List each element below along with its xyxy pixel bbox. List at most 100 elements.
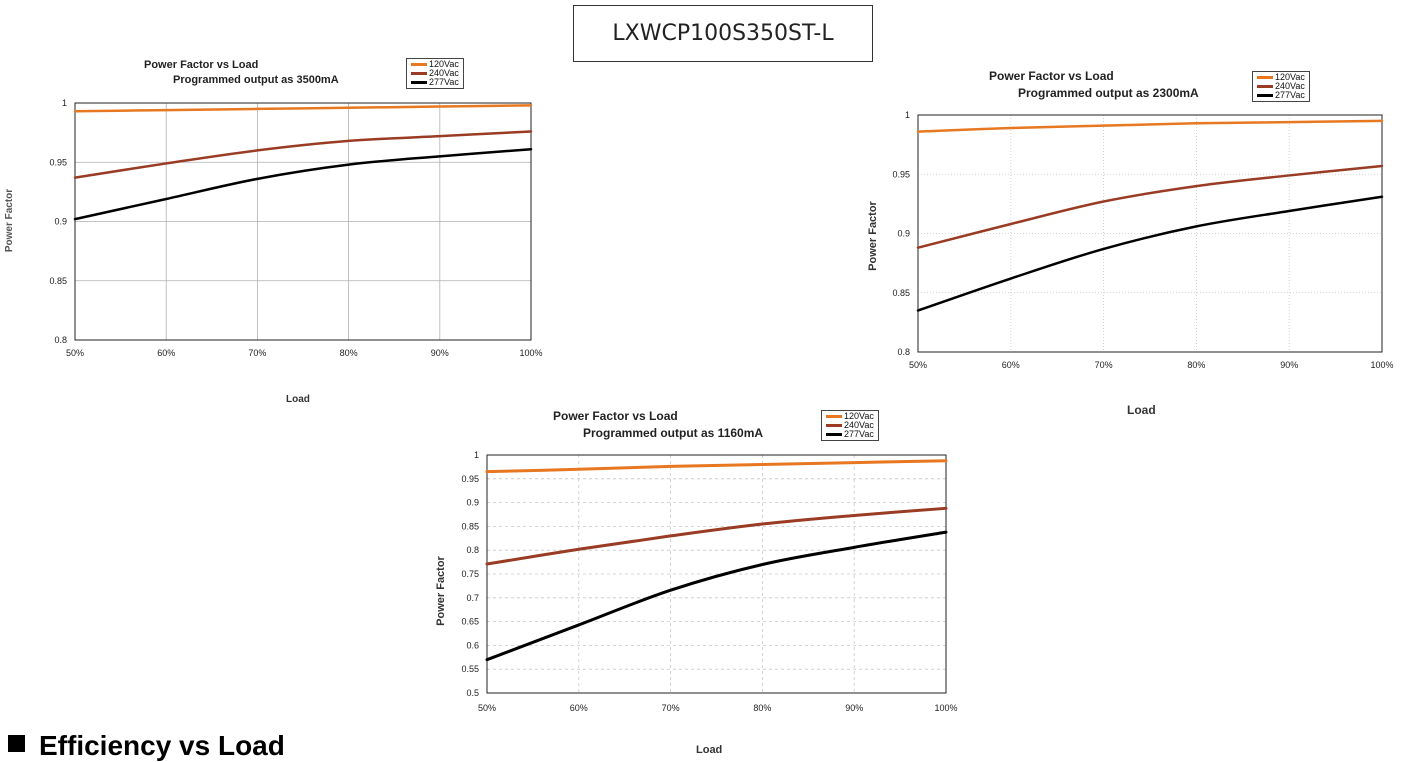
- model-number-box: LXWCP100S350ST-L: [573, 5, 873, 62]
- section-heading-text: Efficiency vs Load: [39, 730, 285, 761]
- y-tick-label: 0.65: [461, 617, 479, 627]
- y-tick-label: 0.8: [466, 545, 479, 555]
- x-tick-label: 60%: [157, 348, 175, 358]
- x-tick-label: 50%: [478, 703, 496, 713]
- x-tick-label: 90%: [431, 348, 449, 358]
- x-tick-label: 80%: [753, 703, 771, 713]
- legend-swatch: [1257, 94, 1273, 97]
- legend-label: 240Vac: [1275, 81, 1305, 91]
- y-tick-label: 0.9: [54, 217, 67, 227]
- legend-label: 277Vac: [1275, 90, 1305, 100]
- square-bullet-icon: [8, 735, 25, 752]
- section-heading: Efficiency vs Load: [8, 730, 285, 762]
- series-line-240vac: [73, 130, 533, 179]
- legend-item: 120Vac: [411, 60, 459, 69]
- power-factor-chart-2300ma: Power Factor vs Load Programmed output a…: [860, 60, 1400, 430]
- plot-svg: 0.8 0.85 0.9 0.95 1 50% 60% 70% 80% 90% 100%: [49, 98, 542, 358]
- legend-swatch: [826, 415, 842, 418]
- plot-area-frame: [74, 102, 532, 341]
- legend-item: 120Vac: [826, 412, 874, 421]
- legend-item: 277Vac: [411, 78, 459, 87]
- legend-label: 277Vac: [429, 77, 459, 87]
- y-tick-label: 0.85: [461, 521, 479, 531]
- chart-title: Power Factor vs Load: [989, 69, 1114, 83]
- chart-title: Power Factor vs Load: [144, 59, 259, 71]
- chart-subtitle: Programmed output as 1160mA: [583, 426, 764, 440]
- legend-label: 120Vac: [844, 411, 874, 421]
- x-tick-label: 50%: [66, 348, 84, 358]
- x-tick-label: 60%: [570, 703, 588, 713]
- legend-item: 240Vac: [1257, 82, 1305, 91]
- plot-svg: 0.5 0.55 0.6 0.65 0.7 0.75 0.8 0.85 0.9 0.95 1 50% 6…: [461, 450, 957, 713]
- legend-item: 277Vac: [826, 430, 874, 439]
- legend-label: 240Vac: [844, 420, 874, 430]
- x-tick-label: 80%: [1187, 360, 1205, 370]
- legend-swatch: [826, 433, 842, 436]
- x-tick-label: 50%: [909, 360, 927, 370]
- series-line-120vac: [916, 119, 1384, 133]
- x-tick-label: 70%: [248, 348, 266, 358]
- y-tick-label: 0.95: [49, 157, 67, 167]
- legend-swatch: [411, 72, 427, 75]
- y-tick-label: 0.6: [466, 640, 479, 650]
- y-tick-label: 0.9: [466, 498, 479, 508]
- series-line-120vac: [485, 459, 948, 474]
- power-factor-chart-3500ma: Power Factor vs Load Programmed output a…: [0, 50, 560, 410]
- y-tick-label: 0.95: [461, 474, 479, 484]
- y-tick-label: 1: [474, 450, 479, 460]
- x-axis-title: Load: [696, 744, 723, 756]
- power-factor-chart-1160ma: Power Factor vs Load Programmed output a…: [420, 405, 980, 761]
- chart-title: Power Factor vs Load: [553, 409, 678, 423]
- legend-item: 240Vac: [826, 421, 874, 430]
- x-axis-title: Load: [286, 394, 310, 405]
- y-tick-label: 0.5: [466, 688, 479, 698]
- x-tick-label: 60%: [1002, 360, 1020, 370]
- y-tick-label: 0.9: [897, 229, 910, 239]
- legend-swatch: [1257, 85, 1273, 88]
- series-line-240vac: [485, 506, 948, 566]
- chart-subtitle: Programmed output as 2300mA: [1018, 86, 1199, 100]
- legend-item: 240Vac: [411, 69, 459, 78]
- legend-item: 277Vac: [1257, 91, 1305, 100]
- chart-legend: 120Vac 240Vac 277Vac: [821, 410, 879, 441]
- y-tick-label: 0.8: [54, 335, 67, 345]
- chart-legend: 120Vac 240Vac 277Vac: [1252, 71, 1310, 102]
- model-number: LXWCP100S350ST-L: [612, 21, 834, 46]
- plot-area-frame: [917, 114, 1383, 353]
- series-line-120vac: [73, 104, 533, 113]
- x-tick-label: 100%: [519, 348, 542, 358]
- legend-item: 120Vac: [1257, 73, 1305, 82]
- x-tick-label: 80%: [340, 348, 358, 358]
- legend-swatch: [1257, 76, 1273, 79]
- chart-legend: 120Vac 240Vac 277Vac: [406, 58, 464, 89]
- chart-subtitle: Programmed output as 3500mA: [173, 74, 339, 86]
- plot-area-frame: [486, 454, 947, 694]
- legend-label: 240Vac: [429, 68, 459, 78]
- x-tick-label: 70%: [1095, 360, 1113, 370]
- y-tick-label: 0.8: [897, 347, 910, 357]
- x-tick-label: 100%: [1370, 360, 1393, 370]
- y-tick-label: 0.55: [461, 664, 479, 674]
- x-tick-label: 90%: [845, 703, 863, 713]
- series-line-277vac: [485, 530, 948, 662]
- legend-swatch: [411, 81, 427, 84]
- x-tick-label: 90%: [1280, 360, 1298, 370]
- legend-swatch: [411, 63, 427, 66]
- x-tick-label: 70%: [662, 703, 680, 713]
- legend-swatch: [826, 424, 842, 427]
- y-tick-label: 1: [62, 98, 67, 108]
- legend-label: 277Vac: [844, 429, 874, 439]
- y-tick-label: 0.7: [466, 593, 479, 603]
- series-line-277vac: [73, 147, 533, 221]
- y-tick-label: 1: [905, 110, 910, 120]
- y-tick-label: 0.95: [892, 169, 910, 179]
- plot-svg: 0.8 0.85 0.9 0.95 1 50% 60% 70% 80% 90% 100%: [892, 110, 1393, 370]
- legend-label: 120Vac: [1275, 72, 1305, 82]
- series-line-277vac: [916, 195, 1384, 312]
- x-tick-label: 100%: [934, 703, 957, 713]
- y-tick-label: 0.85: [892, 288, 910, 298]
- series-line-240vac: [916, 164, 1384, 249]
- legend-label: 120Vac: [429, 59, 459, 69]
- y-tick-label: 0.75: [461, 569, 479, 579]
- y-tick-label: 0.85: [49, 276, 67, 286]
